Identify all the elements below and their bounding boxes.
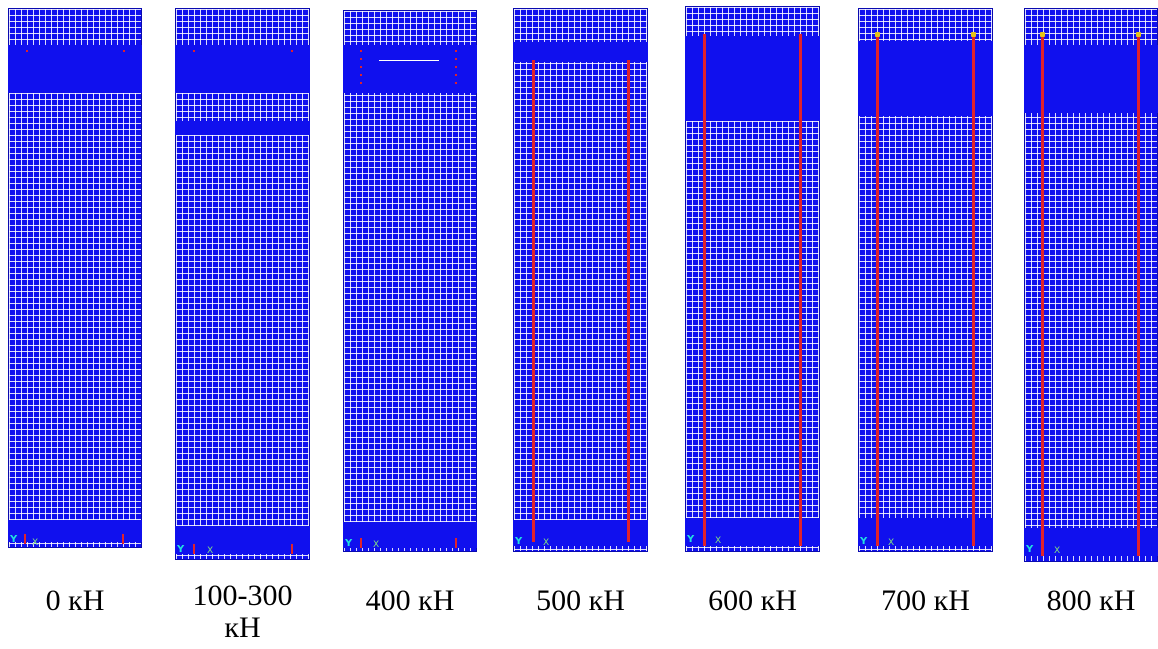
panel-7: Y X xyxy=(1024,8,1158,562)
dense-band-bottom xyxy=(685,518,820,546)
dense-band-bottom xyxy=(858,518,993,546)
crack-stripe-left xyxy=(876,34,879,546)
yield-marker xyxy=(971,32,976,37)
crack-marker xyxy=(291,50,293,58)
axis-y-label: Y xyxy=(860,536,868,547)
crack-zone xyxy=(455,50,457,84)
crack-stripe-left xyxy=(703,34,706,546)
load-label-6: 800 кН xyxy=(1046,584,1136,617)
crack-stripe-left xyxy=(532,60,535,542)
panel-6: Y X xyxy=(858,8,993,552)
load-label-1: 100-300 кН xyxy=(192,579,293,644)
axis-x-label: X xyxy=(32,538,39,548)
support-mark xyxy=(360,538,362,548)
axis-x-label: X xyxy=(543,538,550,548)
load-label-0: 0 кН xyxy=(45,584,105,617)
dense-band-top xyxy=(343,45,477,93)
dense-band-mid xyxy=(175,121,310,135)
panel-5: Y X xyxy=(685,6,820,552)
crack-stripe-right xyxy=(799,34,802,546)
load-label-2: 400 кН xyxy=(365,584,455,617)
panel-4: Y X xyxy=(513,8,648,552)
panel-3: Y X xyxy=(343,10,477,552)
mesh xyxy=(343,10,477,552)
dense-band-bottom xyxy=(343,522,477,548)
load-label-5: 700 кН xyxy=(881,584,970,617)
support-mark xyxy=(193,544,195,554)
dense-band-top xyxy=(513,42,648,62)
support-mark xyxy=(24,534,26,544)
mesh xyxy=(8,8,142,548)
axis-y-label: Y xyxy=(515,536,523,547)
crack-stripe-right xyxy=(627,60,630,542)
mesh xyxy=(175,8,310,560)
crack-marker xyxy=(193,50,195,58)
axis-y-label: Y xyxy=(345,538,353,549)
dense-band-bottom xyxy=(8,520,142,542)
dense-band-top xyxy=(1024,45,1158,113)
axis-y-label: Y xyxy=(10,534,18,545)
axis-y-label: Y xyxy=(1026,544,1034,555)
axis-x-label: X xyxy=(207,546,214,556)
panel-1: Y X xyxy=(8,8,142,548)
yield-marker xyxy=(875,32,880,37)
dense-band-top xyxy=(8,45,142,93)
crack-zone xyxy=(360,50,362,84)
axis-x-label: X xyxy=(1054,546,1061,556)
dense-band-bottom xyxy=(1024,528,1158,556)
crack-stripe-left xyxy=(1041,34,1044,556)
crack-marker xyxy=(26,50,28,58)
axis-x-label: X xyxy=(373,540,380,550)
panel-2: Y X xyxy=(175,8,310,560)
crack-line xyxy=(379,60,439,61)
support-mark xyxy=(291,544,293,554)
yield-marker xyxy=(1136,32,1141,37)
axis-x-label: X xyxy=(715,536,722,546)
dense-band-bottom xyxy=(513,520,648,546)
yield-marker xyxy=(1040,32,1045,37)
dense-band-top xyxy=(175,45,310,93)
axis-y-label: Y xyxy=(177,544,185,555)
dense-band-top xyxy=(685,36,820,121)
support-mark xyxy=(122,534,124,544)
crack-marker xyxy=(123,50,125,58)
dense-band-bottom xyxy=(175,526,310,554)
axis-y-label: Y xyxy=(687,534,695,545)
axis-x-label: X xyxy=(888,538,895,548)
crack-stripe-right xyxy=(972,34,975,546)
support-mark xyxy=(455,538,457,548)
dense-band-top xyxy=(858,41,993,116)
load-label-3: 500 кН xyxy=(536,584,625,617)
crack-stripe-right xyxy=(1137,34,1140,556)
mesh xyxy=(513,8,648,552)
load-label-4: 600 кН xyxy=(708,584,797,617)
